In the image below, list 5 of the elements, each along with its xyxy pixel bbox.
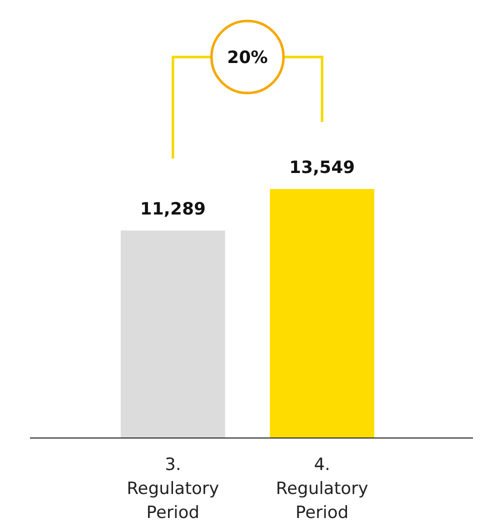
data-label: 13,549 — [289, 158, 355, 178]
x-tick-label: 4. Regulatory Period — [276, 455, 368, 523]
x-tick-label: 3. Regulatory Period — [126, 455, 220, 523]
data-label: 11,289 — [140, 200, 206, 220]
text: 20% — [227, 48, 268, 68]
